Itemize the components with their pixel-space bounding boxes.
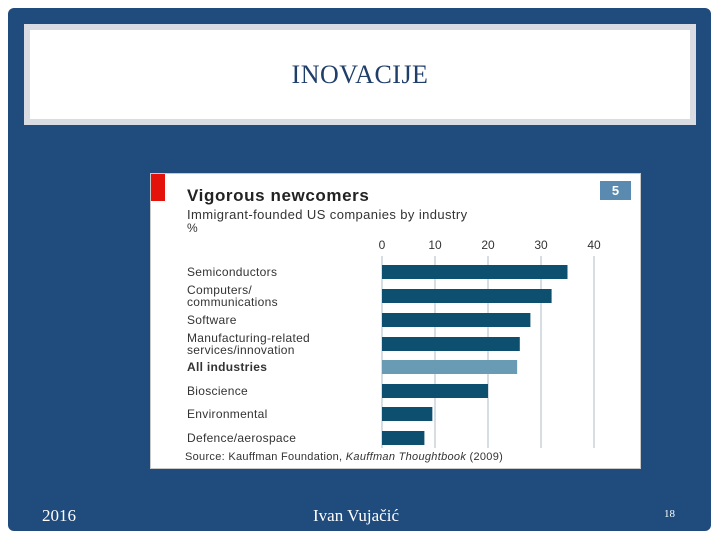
chart-unit: % xyxy=(187,221,198,235)
x-tick-label: 30 xyxy=(534,238,548,252)
chart-title: Vigorous newcomers xyxy=(187,186,370,205)
x-tick-label: 20 xyxy=(481,238,495,252)
footer-author: Ivan Vujačić xyxy=(313,506,399,525)
title-inner: INOVACIJE xyxy=(30,30,690,119)
bar xyxy=(382,337,520,351)
x-tick-label: 40 xyxy=(587,238,601,252)
category-label: Environmental xyxy=(187,407,268,421)
category-label: services/innovation xyxy=(187,343,295,357)
bar-chart: 0 10 20 30 40 Semiconductors Computers/communi… xyxy=(187,238,601,448)
footer-year: 2016 xyxy=(42,506,76,525)
slide-title: INOVACIJE xyxy=(291,59,429,89)
bar xyxy=(382,289,552,303)
chart-subtitle: Immigrant-founded US companies by indust… xyxy=(187,207,468,222)
category-label: Defence/aerospace xyxy=(187,431,296,445)
bar xyxy=(382,360,518,374)
bar xyxy=(382,407,433,421)
category-label: All industries xyxy=(187,360,267,374)
category-label: Semiconductors xyxy=(187,265,277,279)
bar xyxy=(382,265,568,279)
bar xyxy=(382,384,488,398)
x-tick-label: 0 xyxy=(379,238,386,252)
category-label: Manufacturing-related xyxy=(187,331,310,345)
bar xyxy=(382,431,425,445)
chart-number-badge: 5 xyxy=(600,181,631,200)
category-label: Software xyxy=(187,313,237,327)
source-suffix: (2009) xyxy=(466,451,504,463)
title-box: INOVACIJE xyxy=(24,24,696,125)
chart-source: Source: Kauffman Foundation, Kauffman Th… xyxy=(185,451,503,463)
category-label: communications xyxy=(187,295,278,309)
source-italic: Kauffman Thoughtbook xyxy=(345,451,467,463)
category-label: Computers/ xyxy=(187,283,252,297)
x-tick-label: 10 xyxy=(428,238,442,252)
chart-card: 5 Vigorous newcomers Immigrant-founded U… xyxy=(150,173,641,469)
category-label: Bioscience xyxy=(187,384,248,398)
source-prefix: Source: Kauffman Foundation, xyxy=(185,451,346,463)
red-tag xyxy=(151,174,165,201)
bar xyxy=(382,313,531,327)
page-number: 18 xyxy=(664,508,675,520)
